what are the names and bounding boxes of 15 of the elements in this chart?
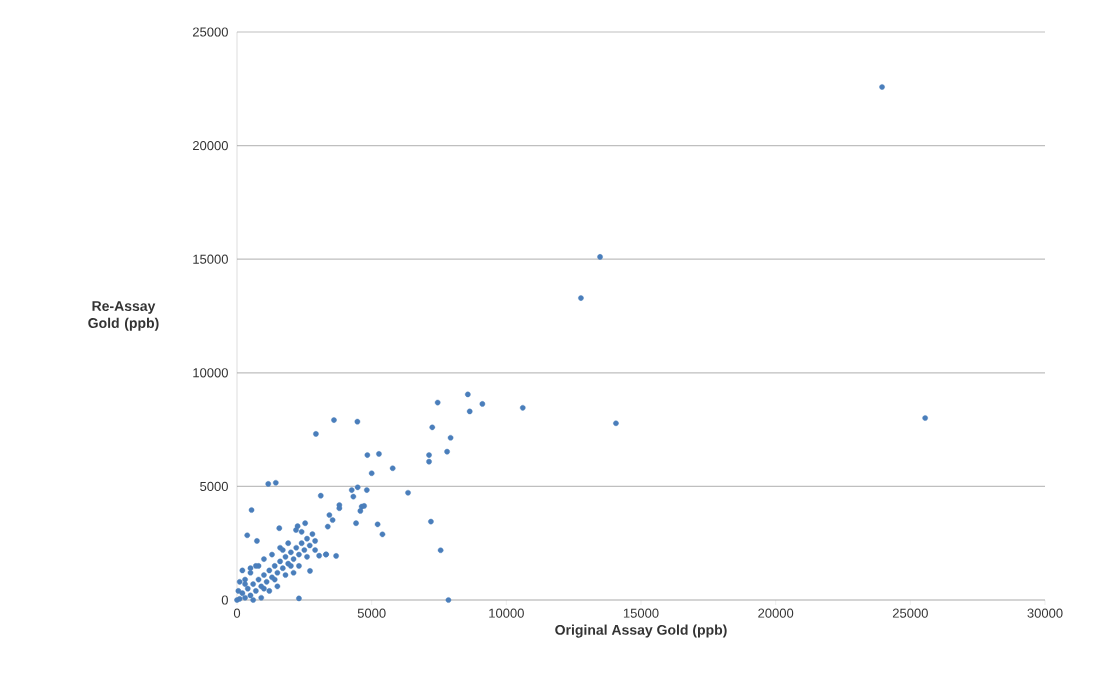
- x-tick-label: 30000: [1027, 608, 1063, 618]
- x-tick-label: 15000: [623, 608, 659, 618]
- x-axis-title: Original Assay Gold (ppb): [555, 624, 727, 638]
- x-tick-label: 5000: [357, 608, 386, 618]
- y-tick-label: 5000: [200, 481, 228, 491]
- y-tick-label: 15000: [193, 254, 228, 264]
- x-tick-label: 0: [233, 608, 241, 618]
- y-tick-label: 10000: [193, 368, 228, 378]
- y-axis-title: Re-Assay Gold (ppb): [88, 301, 159, 331]
- y-tick-label: 25000: [192, 27, 228, 37]
- y-tick-label: 20000: [192, 140, 228, 151]
- x-tick-label: 20000: [758, 608, 794, 618]
- x-tick-label: 10000: [489, 608, 524, 618]
- y-tick-label: 0: [221, 595, 228, 605]
- x-tick-label: 25000: [892, 608, 928, 618]
